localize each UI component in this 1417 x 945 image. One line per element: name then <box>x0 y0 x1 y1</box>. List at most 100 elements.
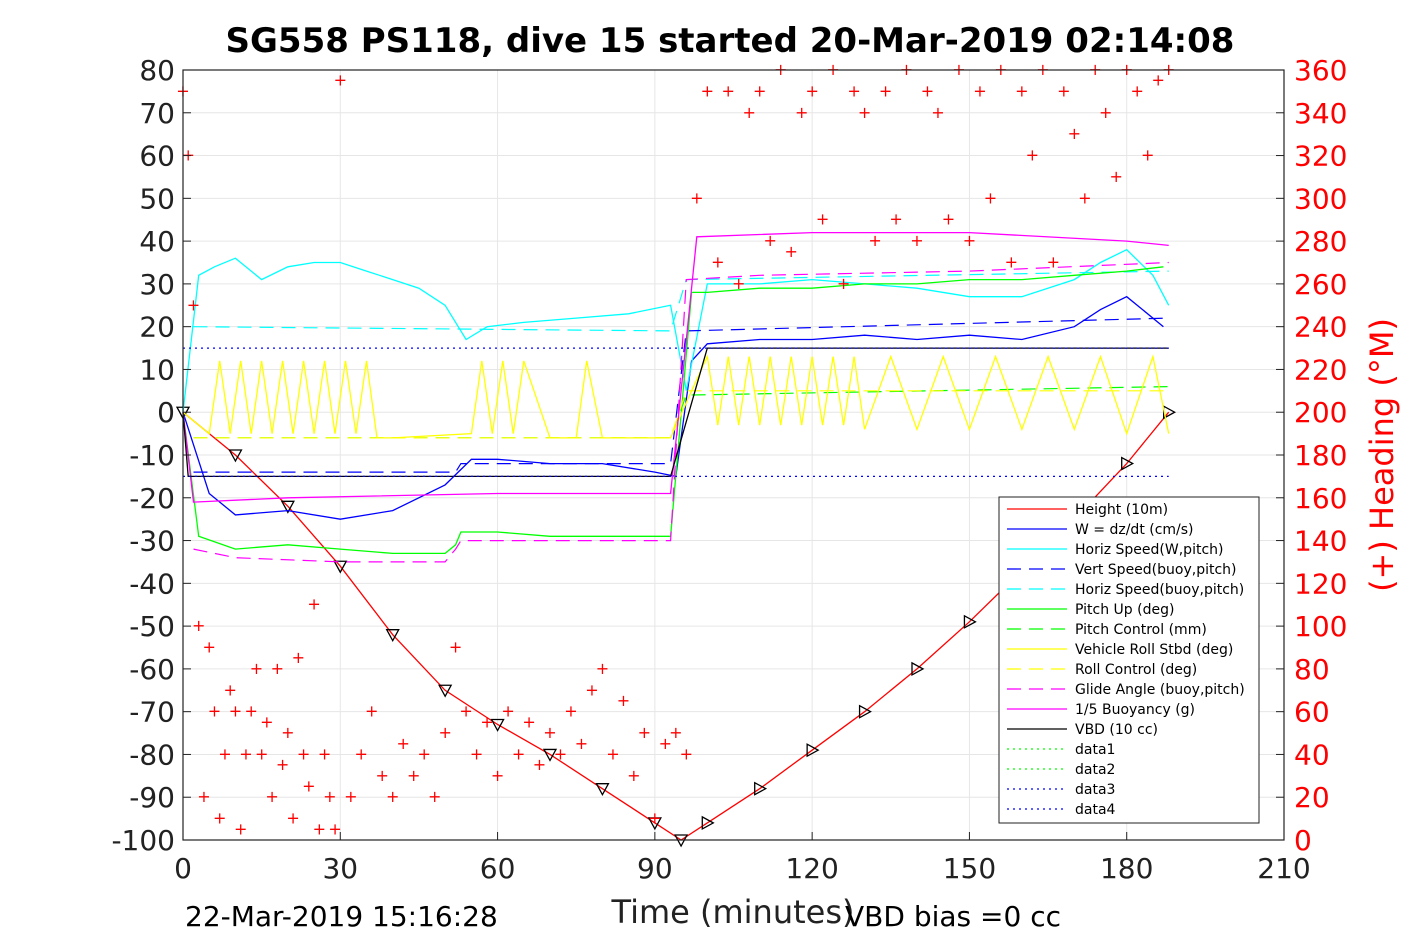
heading-point: + <box>260 712 273 731</box>
y-tick-label: 50 <box>139 182 175 215</box>
heading-point: + <box>276 755 289 774</box>
heading-point: + <box>417 744 430 763</box>
heading-point: + <box>722 81 735 100</box>
x-tick-label: 90 <box>637 852 673 885</box>
heading-point: + <box>313 819 326 838</box>
x-tick-label: 0 <box>174 852 192 885</box>
heading-point: + <box>187 295 200 314</box>
depth-marker <box>490 718 505 732</box>
legend-label: data4 <box>1075 802 1116 818</box>
y-tick-label: 70 <box>139 97 175 130</box>
y-tick-label: 60 <box>139 140 175 173</box>
y2-tick-label: 360 <box>1294 54 1347 87</box>
y-tick-label: 0 <box>157 396 175 429</box>
heading-point: + <box>480 712 493 731</box>
heading-point: + <box>344 787 357 806</box>
heading-point: + <box>208 702 221 721</box>
legend-box <box>998 496 1260 824</box>
heading-point: + <box>197 787 210 806</box>
legend-label: VBD (10 cc) <box>1075 722 1158 738</box>
heading-point: + <box>192 616 205 635</box>
heading-point: + <box>1068 124 1081 143</box>
series-line-9 <box>193 261 1169 563</box>
heading-point: + <box>1005 253 1018 272</box>
series-line-1 <box>182 295 1164 520</box>
y2-tick-label: 300 <box>1294 182 1347 215</box>
heading-point: + <box>627 766 640 785</box>
y-tick-label: -60 <box>129 653 175 686</box>
heading-point: + <box>271 659 284 678</box>
y2-tick-label: 240 <box>1294 311 1347 344</box>
y2-tick-label: 160 <box>1294 482 1347 515</box>
heading-point: + <box>753 81 766 100</box>
y-tick-label: 30 <box>139 268 175 301</box>
depth-marker <box>647 817 662 831</box>
heading-point: + <box>816 210 829 229</box>
legend-label: Pitch Up (deg) <box>1075 602 1174 618</box>
heading-point: + <box>858 103 871 122</box>
heading-point: + <box>328 819 341 838</box>
heading-point: + <box>795 103 808 122</box>
y2-tick-label: 80 <box>1294 653 1330 686</box>
y-tick-label: 40 <box>139 225 175 258</box>
y-tick-label: -30 <box>129 525 175 558</box>
heading-point: + <box>239 744 252 763</box>
heading-point: + <box>931 103 944 122</box>
x-axis-label: Time (minutes) <box>611 893 855 931</box>
heading-point: + <box>501 702 514 721</box>
legend-label: data3 <box>1075 782 1115 798</box>
series-line-7 <box>182 354 1170 439</box>
y2-tick-label: 60 <box>1294 696 1330 729</box>
heading-point: + <box>203 638 216 657</box>
heading-point: + <box>711 253 724 272</box>
axis-ticks: 0 30 60 90 120 150 180 21080706050403020100-10-… <box>111 54 1347 885</box>
legend-label: 1/5 Buoyancy (g) <box>1075 702 1195 718</box>
heading-point: + <box>396 734 409 753</box>
depth-marker <box>438 684 453 698</box>
heading-point: + <box>286 809 299 828</box>
footer-vbd-bias: VBD bias =0 cc <box>845 900 1061 933</box>
heading-point: + <box>428 787 441 806</box>
y-tick-label: -70 <box>129 696 175 729</box>
depth-marker <box>701 815 715 830</box>
depth-marker <box>333 560 348 574</box>
y-tick-label: -80 <box>129 738 175 771</box>
depth-marker <box>385 629 400 643</box>
heading-point: + <box>1141 146 1154 165</box>
heading-point: + <box>229 702 242 721</box>
y-tick-label: -100 <box>111 824 175 857</box>
legend-label: Glide Angle (buoy,pitch) <box>1075 682 1245 698</box>
legend-label: W = dz/dt (cm/s) <box>1075 522 1194 538</box>
x-tick-label: 210 <box>1257 852 1310 885</box>
heading-point: + <box>784 242 797 261</box>
y2-tick-label: 0 <box>1294 824 1312 857</box>
legend-label: data2 <box>1075 762 1115 778</box>
depth-marker <box>963 614 977 629</box>
heading-point: + <box>596 659 609 678</box>
heading-point: + <box>585 680 598 699</box>
heading-point: + <box>438 723 451 742</box>
heading-point: + <box>386 787 399 806</box>
heading-point: + <box>669 723 682 742</box>
y-tick-label: 20 <box>139 311 175 344</box>
y-tick-label: 80 <box>139 54 175 87</box>
heading-point: + <box>407 766 420 785</box>
heading-point: + <box>307 595 320 614</box>
y2-tick-label: 220 <box>1294 353 1347 386</box>
heading-point: + <box>522 712 535 731</box>
heading-point: + <box>1057 81 1070 100</box>
heading-point: + <box>743 103 756 122</box>
heading-point: + <box>1110 167 1123 186</box>
depth-marker <box>858 704 872 719</box>
heading-point: + <box>297 744 310 763</box>
y2-tick-label: 280 <box>1294 225 1347 258</box>
heading-point: + <box>365 702 378 721</box>
heading-point: + <box>376 766 389 785</box>
legend-label: Horiz Speed(buoy,pitch) <box>1075 582 1244 598</box>
legend-label: data1 <box>1075 742 1115 758</box>
heading-point: + <box>606 744 619 763</box>
chart-title: SG558 PS118, dive 15 started 20-Mar-2019… <box>226 21 1235 61</box>
heading-point: + <box>680 744 693 763</box>
x-tick-label: 150 <box>943 852 996 885</box>
